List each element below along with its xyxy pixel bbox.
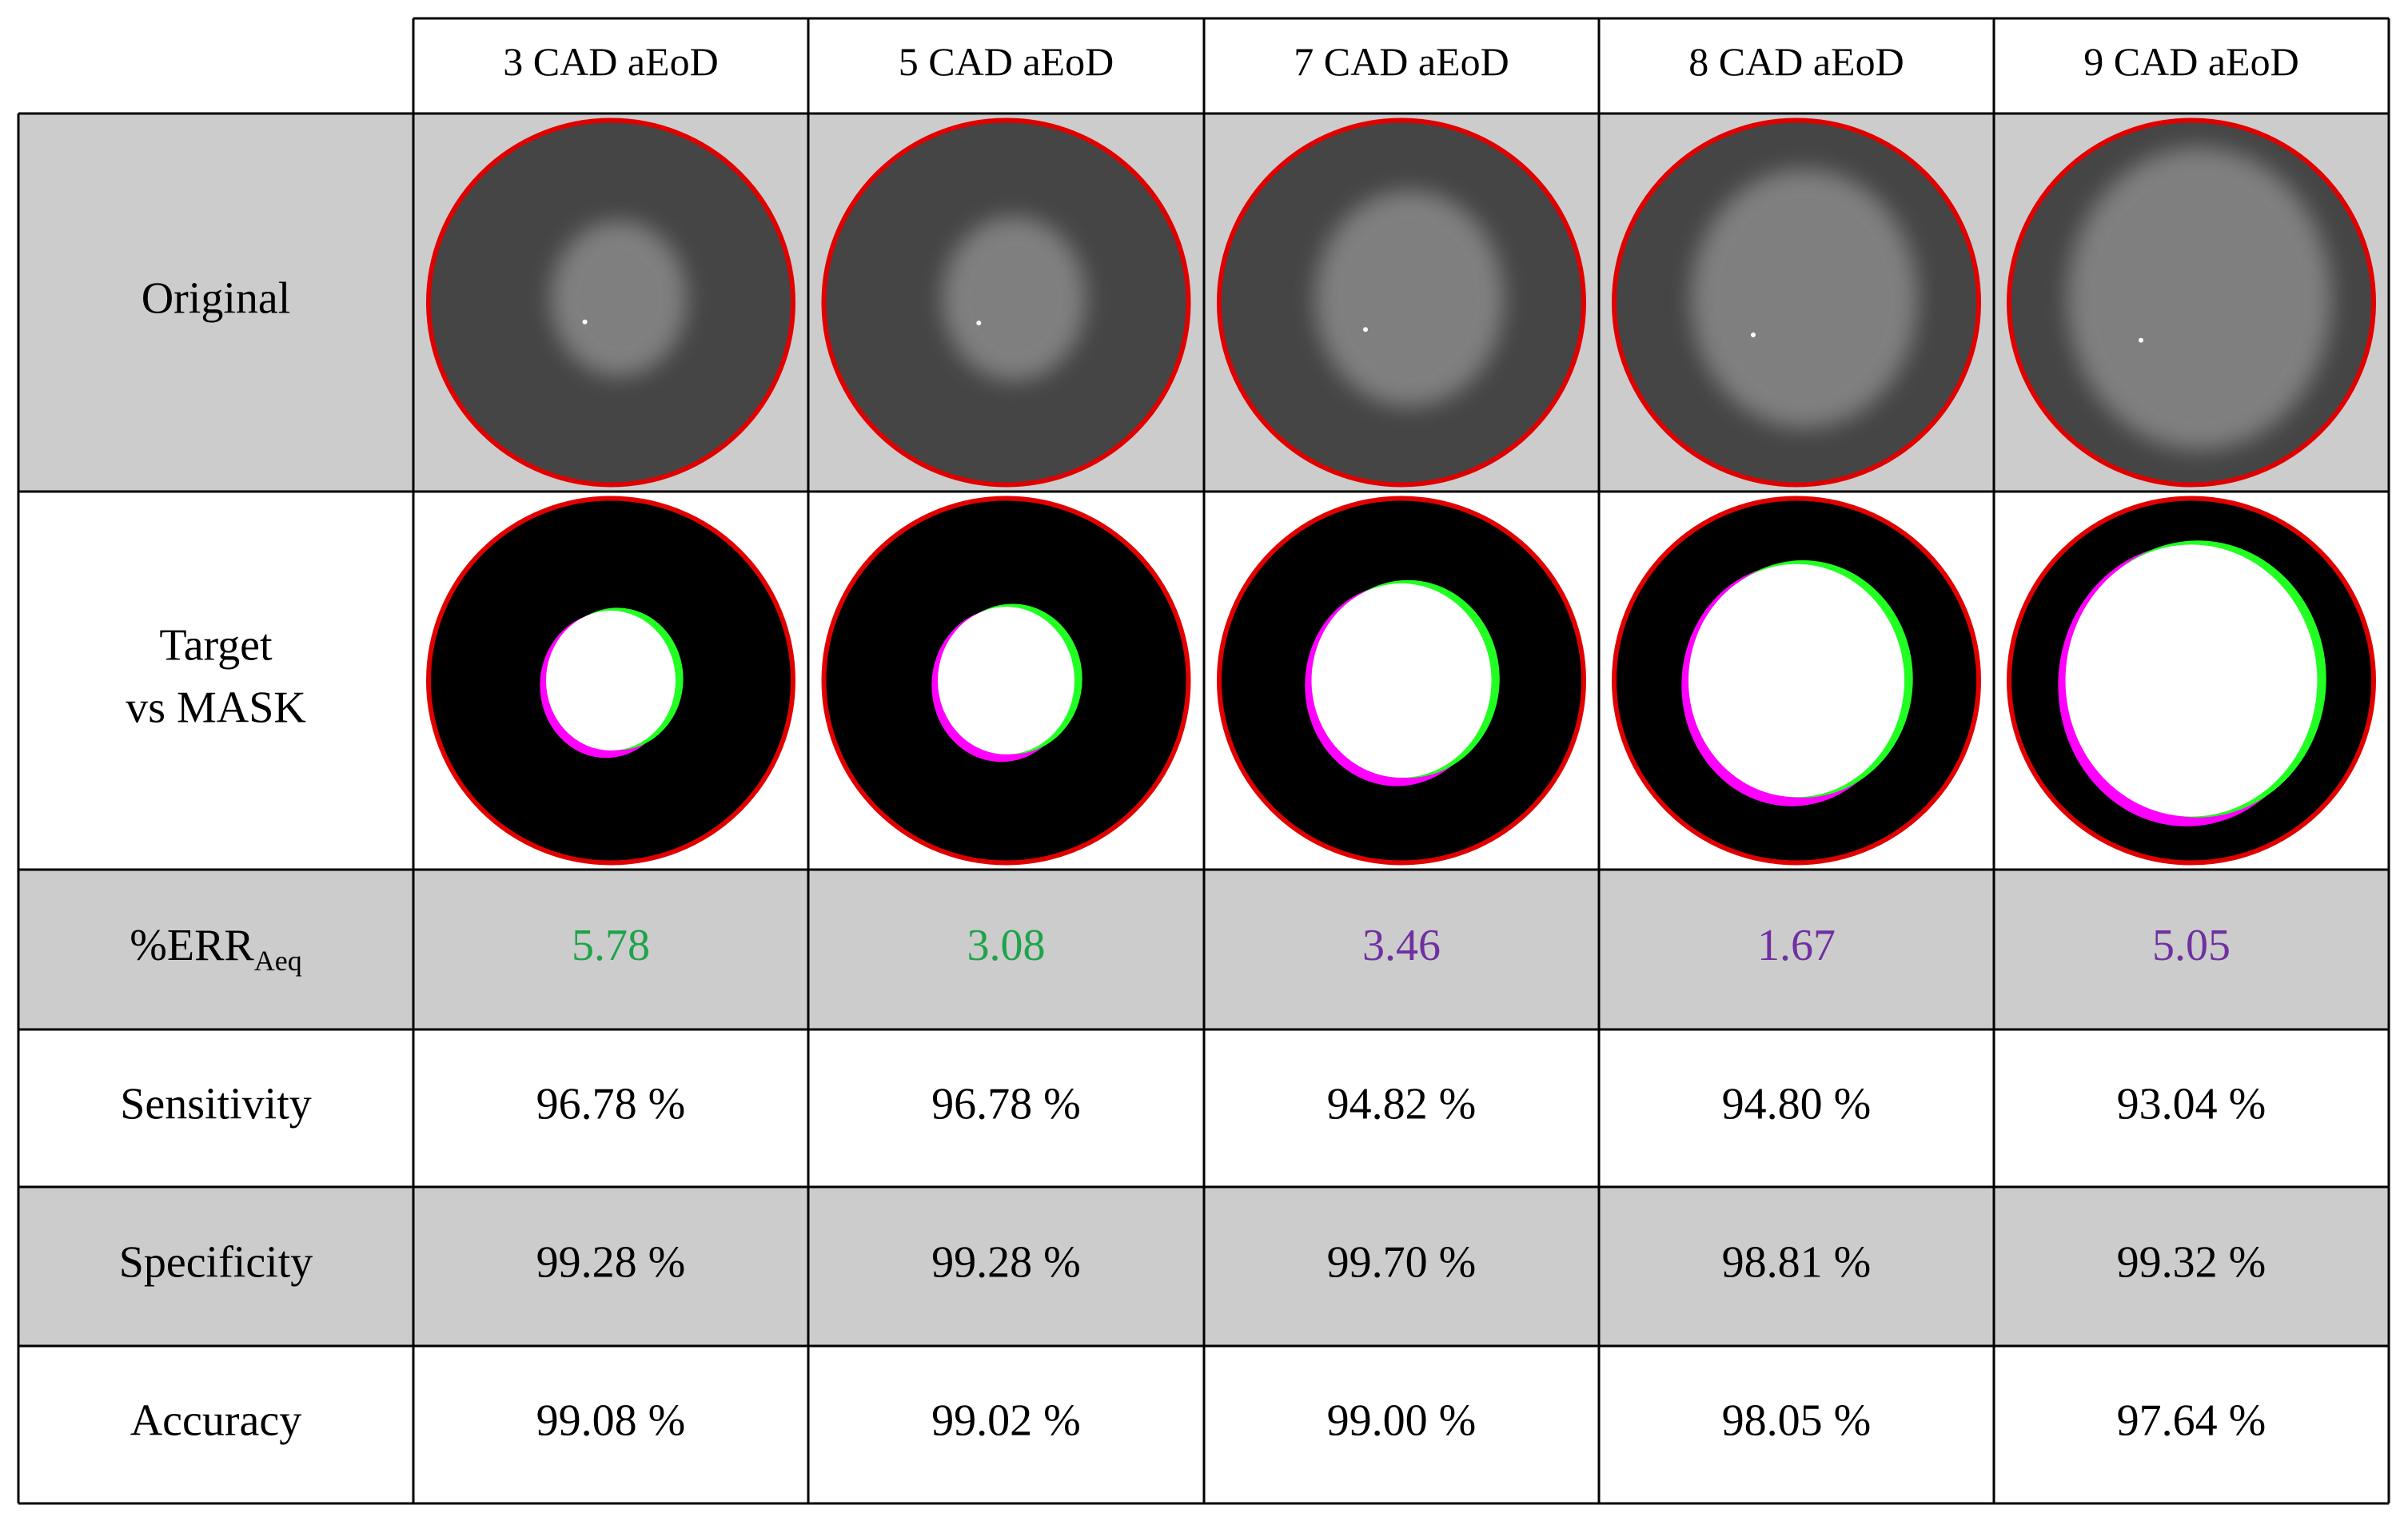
metric-value: 98.05 % — [1722, 1396, 1872, 1445]
lesion — [1691, 169, 1918, 428]
metric-value: 96.78 % — [536, 1079, 686, 1129]
row-label: Target — [159, 620, 273, 670]
row-label: Accuracy — [130, 1396, 302, 1445]
row-label: vs MASK — [126, 683, 306, 732]
lesion — [2067, 147, 2332, 450]
metric-value: 96.78 % — [931, 1079, 1081, 1129]
metric-value: 99.28 % — [931, 1237, 1081, 1287]
metric-value: 99.28 % — [536, 1237, 686, 1287]
metric-value: 99.02 % — [931, 1396, 1081, 1445]
mask-overlap — [1688, 563, 1904, 798]
lesion-spot — [2139, 337, 2143, 343]
lesion — [1314, 190, 1505, 407]
row-label: %ERRAeq — [130, 921, 302, 977]
metric-value: 99.00 % — [1327, 1396, 1477, 1445]
lesion-spot — [1751, 332, 1756, 337]
mask-overlap — [938, 607, 1074, 755]
mask-overlap — [2065, 544, 2318, 817]
row-label: Specificity — [119, 1237, 313, 1287]
row-label-subscript: Aeq — [254, 945, 302, 977]
column-header: 5 CAD aEoD — [899, 39, 1114, 84]
row-label: Original — [142, 273, 291, 323]
lesion-spot — [582, 319, 588, 325]
column-header: 3 CAD aEoD — [503, 39, 718, 84]
metric-value: 93.04 % — [2117, 1079, 2266, 1129]
err-value: 3.46 — [1362, 921, 1441, 970]
column-header: 8 CAD aEoD — [1688, 39, 1904, 84]
metric-value: 99.70 % — [1327, 1237, 1477, 1287]
metric-value: 98.81 % — [1722, 1237, 1872, 1287]
err-value: 3.08 — [967, 921, 1046, 970]
metric-value: 94.82 % — [1327, 1079, 1477, 1129]
row-label-text: %ERR — [130, 921, 254, 970]
column-header: 7 CAD aEoD — [1294, 39, 1509, 84]
mask-overlap — [546, 611, 676, 751]
metric-value: 97.64 % — [2117, 1396, 2266, 1445]
lesion-spot — [976, 321, 982, 326]
lesion — [942, 216, 1086, 381]
mask-overlap — [1311, 583, 1492, 778]
err-value: 1.67 — [1757, 921, 1836, 970]
metric-value: 94.80 % — [1722, 1079, 1872, 1129]
lesion — [550, 221, 688, 376]
lesion-spot — [1363, 327, 1368, 332]
err-value: 5.05 — [2152, 921, 2231, 970]
err-value: 5.78 — [572, 921, 650, 970]
column-header: 9 CAD aEoD — [2083, 39, 2298, 84]
row-label: Sensitivity — [120, 1079, 312, 1129]
metric-value: 99.08 % — [536, 1396, 686, 1445]
metric-value: 99.32 % — [2117, 1237, 2266, 1287]
